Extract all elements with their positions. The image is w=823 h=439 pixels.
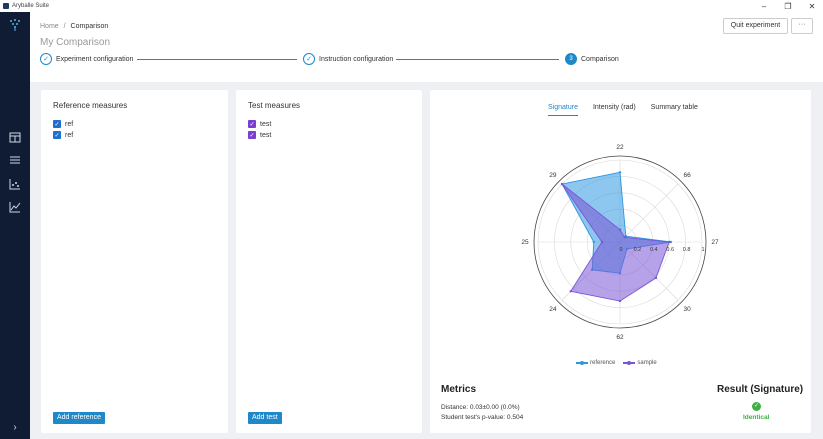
radar-point-sample [618, 228, 622, 231]
radar-angular-label: 22 [616, 144, 624, 151]
reference-item-label: ref [65, 131, 74, 139]
radar-angular-label: 24 [549, 306, 557, 313]
test-item[interactable]: ✓ test [248, 120, 271, 128]
step-connector [396, 59, 559, 60]
quit-experiment-button[interactable]: Quit experiment [723, 18, 788, 34]
test-item-label: test [260, 131, 272, 139]
scatter-chart-icon[interactable] [8, 177, 22, 191]
line-chart-icon[interactable] [8, 200, 22, 214]
more-options-button[interactable]: ··· [791, 18, 813, 34]
metrics-title: Metrics [441, 384, 477, 395]
radar-radial-tick: 0.8 [683, 247, 691, 253]
radar-radial-tick: 0.2 [634, 247, 642, 253]
radar-chart: 22 66 27 30 62 24 25 29 0 0.2 0.4 0.6 0.8 1 [521, 144, 719, 341]
breadcrumb-current: Comparison [70, 23, 109, 30]
legend-label: reference [590, 360, 616, 366]
app-icon [3, 3, 9, 9]
checkbox-checked-icon[interactable]: ✓ [53, 131, 61, 139]
step-label: Experiment configuration [56, 55, 134, 63]
window-controls: – ❐ ✕ [759, 0, 817, 12]
test-measures-panel: Test measures ✓ test ✓ test Add test [236, 90, 422, 433]
tab-signature[interactable]: Signature [548, 104, 578, 116]
radar-radial-tick: 0 [619, 247, 622, 253]
radar-angular-label: 27 [711, 239, 719, 246]
radar-radial-tick: 1 [701, 247, 704, 253]
radar-point-sample [600, 240, 604, 244]
legend-item-reference[interactable]: reference [576, 360, 615, 366]
panel-title: Test measures [248, 101, 301, 110]
radar-point-sample [569, 290, 572, 293]
step-check-icon: ✓ [40, 53, 52, 65]
checkbox-checked-icon[interactable]: ✓ [248, 131, 256, 139]
minimize-button[interactable]: – [761, 1, 767, 11]
step-number-badge: 3 [565, 53, 577, 65]
close-window-button[interactable]: ✕ [808, 1, 816, 11]
legend-swatch [623, 361, 636, 365]
radar-point-reference [669, 240, 673, 244]
breadcrumb-separator: / [63, 23, 66, 30]
step-instruction-configuration[interactable]: ✓ Instruction configuration [303, 53, 393, 65]
radar-angular-label: 66 [684, 172, 692, 179]
window-title: Aryballe Suite [12, 3, 50, 9]
checkbox-checked-icon[interactable]: ✓ [248, 120, 256, 128]
comparison-tabs: Signature Intensity (rad) Summary table [548, 104, 698, 116]
restore-button[interactable]: ❐ [784, 1, 792, 11]
result-label: Identical [743, 414, 770, 421]
radar-radial-tick: 0.6 [666, 247, 674, 253]
tab-summary-table[interactable]: Summary table [650, 104, 698, 111]
radar-point-sample [668, 240, 671, 244]
step-label: Instruction configuration [319, 55, 394, 63]
page-title: My Comparison [40, 37, 111, 48]
result-check-icon: ✓ [752, 402, 761, 411]
step-experiment-configuration[interactable]: ✓ Experiment configuration [40, 53, 133, 65]
test-item[interactable]: ✓ test [248, 131, 271, 139]
reference-item[interactable]: ✓ ref [53, 120, 73, 128]
breadcrumb-home-link[interactable]: Home [40, 23, 59, 30]
breadcrumb: Home / Comparison [40, 23, 108, 30]
expand-sidebar-chevron-icon[interactable]: › [13, 422, 17, 433]
radar-angular-label: 62 [616, 334, 624, 341]
step-comparison[interactable]: 3 Comparison [565, 53, 619, 65]
radar-outer-ring [533, 155, 707, 329]
radar-point-reference [618, 171, 622, 174]
reference-measures-panel: Reference measures ✓ ref ✓ ref Add refer… [41, 90, 228, 433]
radar-point-sample [560, 182, 564, 186]
experiment-icon[interactable] [8, 130, 22, 144]
aryballe-logo-icon[interactable] [8, 18, 22, 32]
reference-item[interactable]: ✓ ref [53, 131, 73, 139]
panel-title: Reference measures [53, 101, 128, 110]
radar-point-sample [623, 236, 626, 239]
radar-angular-label: 30 [684, 306, 692, 313]
radar-angular-label: 25 [521, 239, 529, 246]
metrics-p-value: Student test's p-value: 0.504 [441, 414, 524, 421]
result-title: Result (Signature) [717, 384, 804, 395]
radar-angular-label: 29 [549, 172, 557, 179]
page-header: Home / Comparison My Comparison Quit exp… [30, 12, 823, 82]
legend-label: sample [637, 360, 657, 366]
add-reference-button[interactable]: Add reference [53, 412, 105, 424]
step-check-icon: ✓ [303, 53, 315, 65]
legend-item-sample[interactable]: sample [623, 360, 657, 366]
checkbox-checked-icon[interactable]: ✓ [53, 120, 61, 128]
radar-point-sample [654, 276, 658, 280]
step-connector [137, 59, 297, 60]
comparison-panel: Signature Intensity (rad) Summary table … [430, 90, 811, 433]
test-item-label: test [260, 120, 272, 128]
radar-point-sample [618, 299, 622, 303]
list-icon[interactable] [8, 153, 22, 167]
window-titlebar: Aryballe Suite – ❐ ✕ [0, 0, 823, 12]
metrics-distance: Distance: 0.03±0.00 (0.0%) [441, 404, 520, 411]
radar-point-reference [592, 240, 595, 244]
reference-item-label: ref [65, 120, 74, 128]
radar-radial-tick: 0.4 [650, 247, 658, 253]
tab-intensity[interactable]: Intensity (rad) [592, 104, 636, 111]
radar-spoke [619, 183, 679, 243]
add-test-button[interactable]: Add test [248, 412, 282, 424]
sidebar: › [0, 12, 30, 439]
step-label: Comparison [581, 55, 619, 63]
legend-swatch [576, 361, 588, 365]
chart-legend: reference sample [576, 360, 657, 366]
